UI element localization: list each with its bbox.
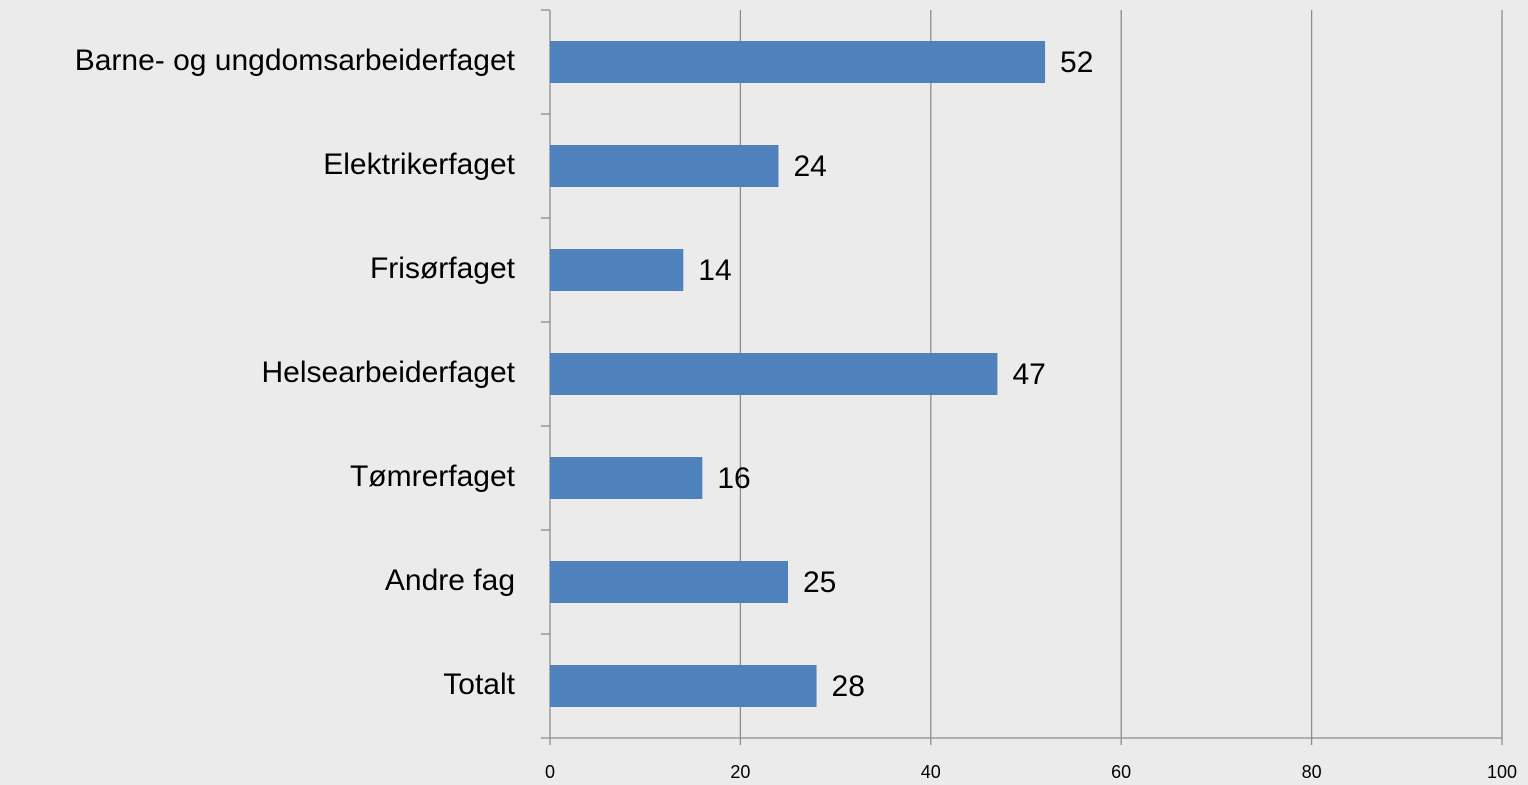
bar: [550, 41, 1046, 83]
bar: [550, 457, 703, 499]
data-label: 47: [1012, 358, 1045, 391]
x-tick-label: 100: [1487, 762, 1517, 782]
x-tick-label: 40: [921, 762, 941, 782]
x-tick-label: 0: [545, 762, 555, 782]
data-label: 16: [717, 462, 750, 495]
bar: [550, 353, 998, 395]
bar: [550, 665, 817, 707]
y-tick-label: Barne- og ungdomsarbeiderfaget: [75, 44, 516, 77]
y-tick-label: Elektrikerfaget: [323, 148, 515, 181]
data-label: 14: [698, 254, 731, 287]
data-label: 24: [793, 150, 826, 183]
x-tick-label: 80: [1302, 762, 1322, 782]
x-tick-label: 20: [730, 762, 750, 782]
y-tick-label: Frisørfaget: [370, 252, 516, 285]
y-tick-label: Helsearbeiderfaget: [262, 356, 516, 389]
bar: [550, 561, 788, 603]
y-tick-label: Andre fag: [385, 564, 515, 597]
bar: [550, 145, 779, 187]
data-label: 52: [1060, 46, 1093, 79]
data-label: 25: [803, 566, 836, 599]
bar: [550, 249, 684, 291]
x-tick-label: 60: [1111, 762, 1131, 782]
y-tick-label: Tømrerfaget: [350, 460, 516, 493]
y-tick-label: Totalt: [443, 668, 515, 701]
data-label: 28: [832, 670, 865, 703]
